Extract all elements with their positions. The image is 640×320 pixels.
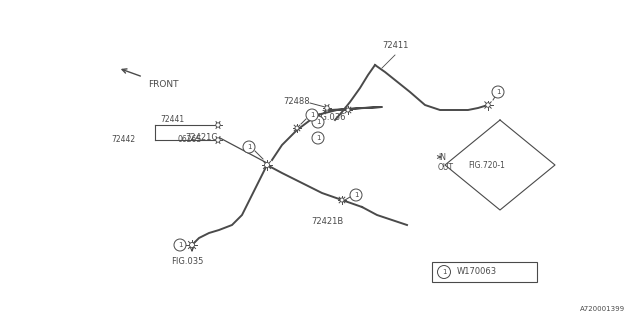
Circle shape xyxy=(346,108,350,112)
Circle shape xyxy=(325,106,329,110)
Text: 1: 1 xyxy=(442,269,446,275)
Bar xyxy=(432,262,537,282)
Text: A720001399: A720001399 xyxy=(580,306,625,312)
Circle shape xyxy=(312,132,324,144)
Circle shape xyxy=(340,198,344,202)
Text: 1: 1 xyxy=(247,144,252,150)
Text: FIG.035: FIG.035 xyxy=(171,257,203,266)
Circle shape xyxy=(486,103,490,107)
Text: FRONT: FRONT xyxy=(148,80,179,89)
Circle shape xyxy=(189,243,195,247)
Text: FIG.036: FIG.036 xyxy=(313,113,346,122)
Text: 72411: 72411 xyxy=(382,41,408,50)
Text: OUT: OUT xyxy=(438,163,454,172)
Text: 72442: 72442 xyxy=(111,135,135,145)
Text: 72441: 72441 xyxy=(160,115,184,124)
Circle shape xyxy=(312,116,324,128)
Circle shape xyxy=(216,123,220,127)
Circle shape xyxy=(216,138,220,142)
Text: 0626S: 0626S xyxy=(178,135,202,145)
Text: 1: 1 xyxy=(354,192,358,198)
Circle shape xyxy=(264,163,269,167)
Text: 72421C: 72421C xyxy=(185,133,217,142)
Circle shape xyxy=(174,239,186,251)
Text: 72421B: 72421B xyxy=(311,217,343,226)
Text: W170063: W170063 xyxy=(457,268,497,276)
Text: FIG.720-1: FIG.720-1 xyxy=(468,161,505,170)
Text: 1: 1 xyxy=(316,119,320,125)
Text: IN: IN xyxy=(438,153,446,162)
Circle shape xyxy=(243,141,255,153)
Circle shape xyxy=(350,189,362,201)
Text: 1: 1 xyxy=(178,242,182,248)
Text: 1: 1 xyxy=(310,112,314,118)
Circle shape xyxy=(295,126,299,130)
Circle shape xyxy=(492,86,504,98)
Circle shape xyxy=(306,109,318,121)
Text: 1: 1 xyxy=(496,89,500,95)
Text: 1: 1 xyxy=(316,135,320,141)
Text: 72488: 72488 xyxy=(284,98,310,107)
Circle shape xyxy=(438,266,451,278)
